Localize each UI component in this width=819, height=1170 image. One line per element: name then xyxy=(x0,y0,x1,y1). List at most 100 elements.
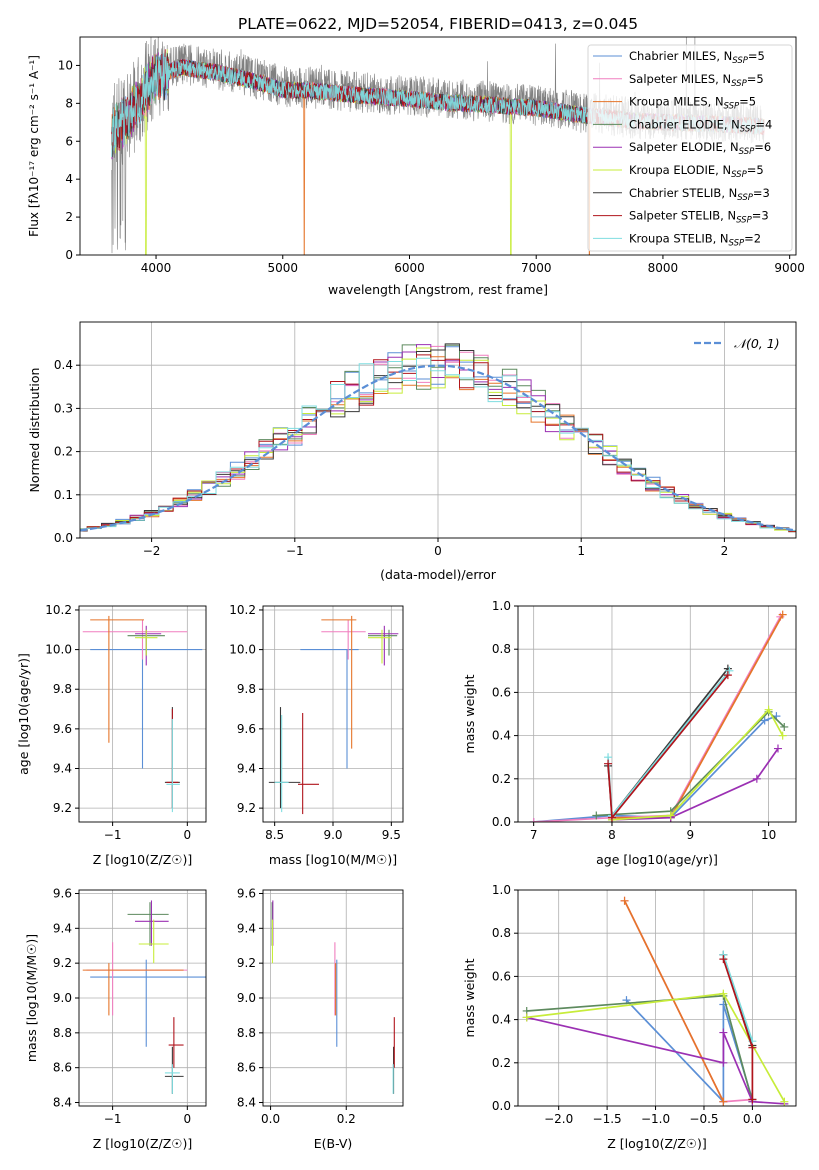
spectrum-xtick-label: 4000 xyxy=(141,261,172,275)
age-vs-mass-ytick-label: 9.2 xyxy=(237,801,256,815)
residual-ylabel: Normed distribution xyxy=(27,368,42,493)
weight-vs-z-marker-kroupa_elodie xyxy=(719,989,728,998)
weight-vs-z-panel: −2.0 −1.5 −1.0 −0.5 0.0 0.0 0.2 0.4 0.6 0.8 1.0 Z [… xyxy=(462,883,797,1151)
residual-hist-kroupa_elodie xyxy=(80,347,796,532)
weight-vs-age-marker-kroupa_miles xyxy=(778,610,787,619)
mass-vs-ebv-ytick-label: 8.4 xyxy=(237,1096,256,1110)
figure-title: PLATE=0622, MJD=52054, FIBERID=0413, z=0… xyxy=(238,15,638,33)
age-vs-z-ytick-label: 9.2 xyxy=(53,801,72,815)
mass-vs-ebv-xtick-label: 0.0 xyxy=(261,1112,280,1126)
weight-vs-age-ytick-label: 0.2 xyxy=(492,772,511,786)
weight-vs-age-marker-kroupa_elodie xyxy=(778,731,787,740)
mass-vs-z-ytick-label: 9.4 xyxy=(53,921,72,935)
weight-vs-age-line-salpeter_miles xyxy=(533,616,782,822)
spectrum-xtick-label: 8000 xyxy=(648,261,679,275)
legend-label-kroupa_miles: Kroupa MILES, NSSP=5 xyxy=(629,95,756,112)
residual-hist-salpeter_stelib xyxy=(80,354,796,532)
spectrum-legend-box xyxy=(587,44,793,252)
weight-vs-z-xtick-label: 0.0 xyxy=(743,1112,762,1126)
residual-ytick-label: 0.1 xyxy=(54,488,73,502)
mass-vs-ebv-ytick-label: 9.4 xyxy=(237,921,256,935)
weight-vs-z-ytick-label: 0.6 xyxy=(492,969,511,983)
legend-label-chabrier_stelib: Chabrier STELIB, NSSP=3 xyxy=(629,186,770,203)
weight-vs-age-marker-kroupa_elodie xyxy=(666,811,675,820)
age-vs-z-ytick-label: 10.0 xyxy=(45,643,72,657)
weight-vs-age-line-salpeter_elodie xyxy=(611,748,779,821)
age-vs-z-xtick-label: 0 xyxy=(184,828,192,842)
mass-vs-z-xtick-label: 0 xyxy=(184,1112,192,1126)
residual-panel: −2 −1 0 1 2 0.0 0.1 0.2 0.3 0.4 𝒩(0, 1) (data-mode… xyxy=(27,321,797,582)
weight-vs-age-ytick-label: 0.4 xyxy=(492,729,511,743)
mass-vs-ebv-ytick-label: 9.0 xyxy=(237,991,256,1005)
weight-vs-age-ytick-label: 0.0 xyxy=(492,815,511,829)
age-vs-mass-xtick-label: 9.0 xyxy=(323,828,342,842)
weight-vs-z-marker-salpeter_stelib xyxy=(748,1095,757,1104)
weight-vs-z-ytick-label: 0.2 xyxy=(492,1056,511,1070)
mass-vs-ebv-ytick-label: 9.2 xyxy=(237,956,256,970)
residual-ytick-label: 0.3 xyxy=(54,401,73,415)
weight-vs-z-xtick-label: −2.0 xyxy=(544,1112,573,1126)
weight-vs-age-xtick-label: 8 xyxy=(608,828,616,842)
mass-vs-z-xtick-label: −1 xyxy=(104,1112,122,1126)
mass-vs-ebv-xlabel: E(B-V) xyxy=(314,1136,353,1151)
weight-vs-age-xtick-label: 10 xyxy=(761,828,776,842)
weight-vs-age-ylabel: mass weight xyxy=(462,674,477,753)
residual-xtick-label: 0 xyxy=(434,544,442,558)
spectrum-xtick-label: 6000 xyxy=(394,261,425,275)
weight-vs-age-ytick-label: 0.8 xyxy=(492,642,511,656)
small-panels: −1 0 9.2 9.4 9.6 9.8 10.0 10.2 Z [log10(Z/Z☉)] ag… xyxy=(16,599,797,1151)
spectrum-xtick-label: 5000 xyxy=(267,261,298,275)
weight-vs-age-ytick-label: 1.0 xyxy=(492,599,511,613)
age-vs-z-xlabel: Z [log10(Z/Z☉)] xyxy=(93,852,193,867)
weight-vs-z-xtick-label: −0.5 xyxy=(689,1112,718,1126)
residual-xlabel: (data-model)/error xyxy=(380,567,497,582)
weight-vs-age-line-kroupa_elodie xyxy=(611,708,784,821)
age-vs-z-ytick-label: 9.8 xyxy=(53,682,72,696)
spectrum-ylabel: Flux [fλ10⁻¹⁷ erg cm⁻² s⁻¹ A⁻¹] xyxy=(27,55,41,237)
weight-vs-z-ytick-label: 0.8 xyxy=(492,926,511,940)
legend-label-kroupa_stelib: Kroupa STELIB, NSSP=2 xyxy=(629,231,761,248)
weight-vs-age-marker-salpeter_stelib xyxy=(723,671,732,680)
residual-xtick-label: 1 xyxy=(577,544,585,558)
mass-vs-z-panel: −1 0 8.4 8.6 8.8 9.0 9.2 9.4 9.6 Z [log10(Z/Z☉)] m… xyxy=(24,886,207,1151)
spectrum-xtick-label: 7000 xyxy=(521,261,552,275)
legend-label-salpeter_stelib: Salpeter STELIB, NSSP=3 xyxy=(629,209,769,226)
age-vs-mass-xtick-label: 9.5 xyxy=(382,828,401,842)
mass-vs-ebv-ytick-label: 8.8 xyxy=(237,1026,256,1040)
age-vs-z-axes-frame xyxy=(78,605,207,823)
weight-vs-age-xtick-label: 9 xyxy=(686,828,694,842)
weight-vs-age-marker-kroupa_elodie xyxy=(764,705,773,714)
spectrum-legend: Chabrier MILES, NSSP=5 Salpeter MILES, NS… xyxy=(587,44,793,252)
weight-vs-z-marker-kroupa_miles xyxy=(620,896,629,905)
weight-vs-age-marker-chabrier_elodie xyxy=(592,811,601,820)
spectrum-xlabel: wavelength [Angstrom, rest frame] xyxy=(328,282,548,297)
weight-vs-z-marker-salpeter_stelib xyxy=(748,1043,757,1052)
age-vs-mass-ytick-label: 9.6 xyxy=(237,722,256,736)
residual-legend-label: 𝒩(0, 1) xyxy=(734,336,780,351)
weight-vs-age-marker-kroupa_stelib xyxy=(725,666,734,675)
weight-vs-z-xtick-label: −1.5 xyxy=(593,1112,622,1126)
legend-label-salpeter_miles: Salpeter MILES, NSSP=5 xyxy=(629,72,764,89)
age-vs-z-ytick-label: 10.2 xyxy=(45,603,72,617)
age-vs-z-ylabel: age [log10(age/yr)] xyxy=(16,653,31,775)
age-vs-mass-panel: 8.5 9.0 9.5 9.2 9.4 9.6 9.8 10.0 10.2 mass [log10… xyxy=(229,603,404,867)
age-vs-z-ytick-label: 9.4 xyxy=(53,761,72,775)
spectrum-ytick-label: 8 xyxy=(65,96,73,110)
weight-vs-z-marker-salpeter_elodie xyxy=(719,1028,728,1037)
weight-vs-age-marker-salpeter_elodie xyxy=(752,774,761,783)
mass-vs-z-ytick-label: 8.8 xyxy=(53,1026,72,1040)
mass-vs-ebv-xtick-label: 0.2 xyxy=(337,1112,356,1126)
mass-vs-z-ylabel: mass [log10(M/M☉)] xyxy=(24,934,39,1062)
residual-ytick-label: 0.0 xyxy=(54,531,73,545)
residual-ytick-label: 0.2 xyxy=(54,445,73,459)
spectrum-ytick-label: 10 xyxy=(58,58,73,72)
age-vs-z-panel: −1 0 9.2 9.4 9.6 9.8 10.0 10.2 Z [log10(Z/Z☉)] ag… xyxy=(16,603,207,867)
weight-vs-z-ytick-label: 0.4 xyxy=(492,1013,511,1027)
age-vs-z-ytick-label: 9.6 xyxy=(53,722,72,736)
legend-label-chabrier_miles: Chabrier MILES, NSSP=5 xyxy=(629,49,765,66)
weight-vs-z-axes-frame xyxy=(517,889,797,1107)
weight-vs-age-marker-salpeter_miles xyxy=(529,818,538,822)
spectrum-ytick-label: 4 xyxy=(65,172,73,186)
mass-vs-ebv-ytick-label: 8.6 xyxy=(237,1061,256,1075)
